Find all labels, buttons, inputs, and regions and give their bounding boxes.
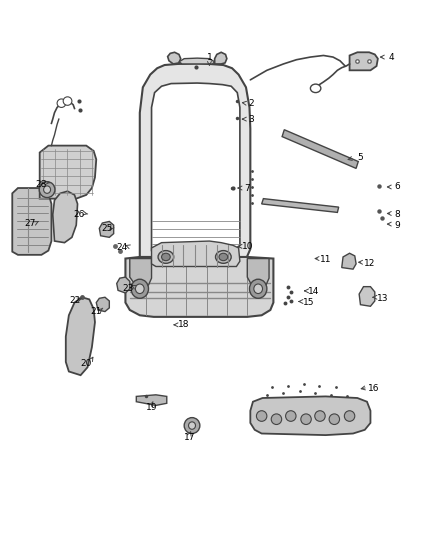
Text: 20: 20 [81, 359, 92, 367]
Text: 28: 28 [36, 180, 47, 189]
Polygon shape [125, 257, 273, 317]
Text: 21: 21 [91, 307, 102, 316]
Ellipse shape [286, 411, 296, 421]
Polygon shape [247, 259, 269, 287]
Text: 11: 11 [320, 255, 332, 264]
Polygon shape [342, 253, 356, 269]
Polygon shape [40, 146, 96, 199]
Text: 13: 13 [376, 294, 388, 303]
Text: 18: 18 [177, 320, 189, 329]
Ellipse shape [271, 414, 282, 424]
Text: 27: 27 [24, 219, 35, 228]
Polygon shape [152, 83, 240, 252]
Polygon shape [117, 277, 130, 293]
Text: 12: 12 [364, 260, 375, 268]
Ellipse shape [184, 418, 200, 433]
Ellipse shape [57, 99, 66, 108]
Ellipse shape [158, 251, 174, 263]
Text: 1: 1 [207, 53, 212, 62]
Text: 2: 2 [249, 99, 254, 108]
Polygon shape [12, 188, 51, 255]
Polygon shape [282, 130, 358, 168]
Ellipse shape [215, 251, 231, 263]
Polygon shape [261, 199, 339, 213]
Ellipse shape [250, 279, 267, 298]
Polygon shape [53, 191, 78, 243]
Text: 14: 14 [308, 287, 320, 296]
Ellipse shape [301, 414, 311, 424]
Ellipse shape [329, 414, 339, 424]
Ellipse shape [311, 84, 321, 93]
Polygon shape [66, 297, 95, 375]
Ellipse shape [188, 422, 195, 429]
Polygon shape [140, 63, 251, 266]
Ellipse shape [256, 411, 267, 421]
Text: 17: 17 [184, 433, 195, 442]
Text: 5: 5 [357, 154, 364, 163]
Text: 22: 22 [69, 296, 80, 305]
Polygon shape [359, 287, 375, 306]
Ellipse shape [39, 182, 55, 198]
Ellipse shape [63, 97, 72, 106]
Ellipse shape [315, 411, 325, 421]
Text: 25: 25 [101, 224, 113, 233]
Polygon shape [350, 52, 378, 70]
Ellipse shape [344, 411, 355, 421]
Text: 4: 4 [388, 53, 394, 62]
Text: 6: 6 [395, 182, 400, 191]
Ellipse shape [162, 253, 170, 261]
Polygon shape [130, 259, 152, 287]
Ellipse shape [254, 284, 262, 294]
Text: 10: 10 [241, 242, 253, 251]
Ellipse shape [44, 186, 50, 193]
Text: 23: 23 [123, 284, 134, 293]
Text: 26: 26 [73, 210, 85, 219]
Ellipse shape [219, 253, 228, 261]
Polygon shape [215, 52, 227, 64]
Text: 8: 8 [395, 210, 400, 219]
Polygon shape [251, 397, 371, 435]
Polygon shape [152, 241, 240, 266]
Text: 9: 9 [395, 221, 400, 230]
Text: 15: 15 [303, 298, 314, 307]
Ellipse shape [131, 279, 148, 298]
Text: 16: 16 [368, 384, 379, 393]
Text: 3: 3 [249, 115, 254, 124]
Polygon shape [136, 395, 167, 406]
Polygon shape [96, 297, 110, 312]
Text: 24: 24 [117, 244, 128, 253]
Text: 7: 7 [244, 183, 250, 192]
Polygon shape [168, 52, 181, 64]
Polygon shape [99, 221, 114, 237]
Polygon shape [179, 58, 215, 64]
Text: 19: 19 [146, 402, 157, 411]
Ellipse shape [135, 284, 144, 294]
